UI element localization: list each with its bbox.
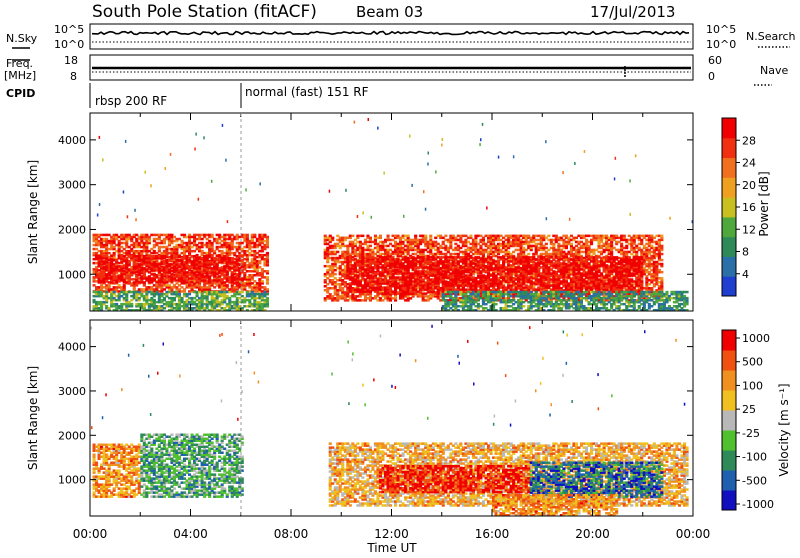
- echo-cell: [660, 277, 663, 280]
- echo-cell: [266, 288, 269, 291]
- echo-cell: [660, 253, 663, 256]
- echo-cell: [105, 255, 108, 258]
- cpid-strip: CPID rbsp 200 RF normal (fast) 151 RF: [6, 83, 369, 108]
- echo-cell: [163, 255, 166, 258]
- echo-cell: [527, 253, 530, 256]
- echo-cell: [620, 243, 623, 246]
- echo-cell: [110, 255, 113, 258]
- echo-cell: [361, 235, 364, 238]
- echo-cell: [369, 237, 372, 240]
- echo-cell: [387, 235, 390, 238]
- noise-sky-line: [92, 32, 689, 35]
- echo-cell: [570, 243, 573, 246]
- echo-cell: [351, 235, 354, 238]
- freq-left-tick-bottom: 8: [70, 70, 77, 83]
- echo-cell: [331, 237, 334, 240]
- echo-cell: [138, 255, 141, 258]
- echo-cell: [369, 245, 372, 248]
- echo-cell: [356, 274, 359, 277]
- noise-sky-trace: [92, 32, 689, 35]
- noise-left-tick-bottom: 10^0: [54, 38, 84, 51]
- nsearch-label: N.Search: [746, 30, 796, 43]
- frequency-strip: Freq. [MHz] 18 8 60 0 Nave: [4, 54, 788, 85]
- beam-label: Beam 03: [356, 3, 423, 21]
- echo-cell: [191, 281, 194, 284]
- echo-cell: [545, 243, 548, 246]
- echo-cell: [361, 256, 364, 259]
- echo-cell: [231, 257, 234, 260]
- cpid-mode-2: normal (fast) 151 RF: [245, 85, 369, 99]
- echo-cell: [547, 235, 550, 238]
- freq-label-bottom: [MHz]: [4, 69, 36, 82]
- echo-cell: [660, 245, 663, 248]
- noise-right-tick-bottom: 10^0: [706, 38, 736, 51]
- echo-cell: [246, 234, 249, 237]
- echo-cell: [444, 235, 447, 238]
- echo-cell: [414, 235, 417, 238]
- echo-cell: [128, 281, 131, 284]
- echo-cell: [429, 235, 432, 238]
- echo-cell: [660, 235, 663, 238]
- echo-cell: [407, 235, 410, 238]
- noise-left-tick-top: 10^5: [54, 23, 84, 36]
- echo-cell: [266, 270, 269, 273]
- power-cells: [93, 118, 694, 312]
- echo-cell: [379, 235, 382, 238]
- nsky-label: N.Sky: [6, 32, 38, 45]
- nave-label: Nave: [760, 64, 788, 77]
- freq-left-tick-top: 18: [64, 54, 78, 67]
- echo-cell: [660, 259, 663, 262]
- station-title: South Pole Station (fitACF): [92, 2, 317, 22]
- noise-strip: N.Sky 10^5 10^0 10^5 10^0 N.Search: [6, 23, 796, 51]
- echo-cell: [226, 284, 229, 287]
- echo-cell: [660, 271, 663, 274]
- echo-cell: [266, 236, 269, 239]
- echo-cell: [261, 280, 264, 283]
- echo-cell: [660, 263, 663, 266]
- date-label: 17/Jul/2013: [590, 3, 675, 21]
- echo-cell: [336, 251, 339, 254]
- echo-cell: [623, 235, 626, 238]
- freq-right-tick-top: 60: [708, 54, 722, 67]
- cpid-label: CPID: [6, 87, 35, 100]
- echo-cell: [253, 234, 256, 237]
- echo-cell: [334, 273, 337, 276]
- echo-cell: [424, 235, 427, 238]
- freq-right-tick-bottom: 0: [708, 70, 715, 83]
- echo-cell: [469, 235, 472, 238]
- echo-cell: [359, 280, 362, 283]
- noise-strip-frame: [90, 24, 693, 49]
- cpid-mode-1: rbsp 200 RF: [95, 94, 167, 108]
- echo-cell: [208, 275, 211, 278]
- echo-cell: [266, 276, 269, 279]
- echo-cell: [153, 273, 156, 276]
- echo-cell: [266, 252, 269, 255]
- echo-cell: [211, 234, 214, 237]
- noise-right-tick-top: 10^5: [706, 23, 736, 36]
